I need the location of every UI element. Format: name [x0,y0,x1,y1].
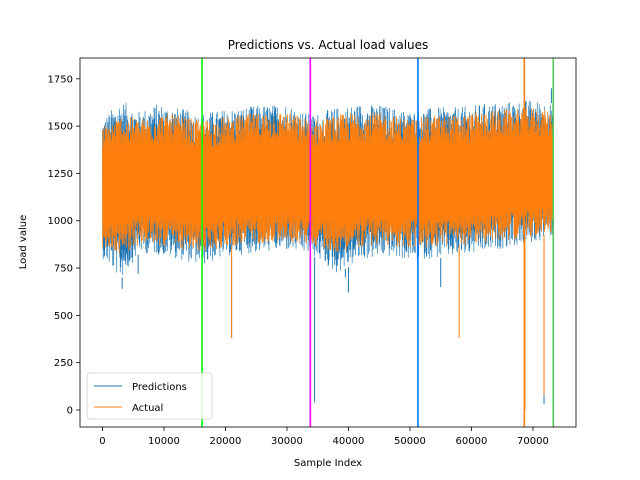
legend: Predictions Actual [86,372,213,420]
x-tick-label-2: 20000 [210,436,242,447]
y-tick-label-0: 0 [67,405,73,416]
x-axis-ticks: 0 10000 20000 30000 40000 50000 60000 70000 [99,427,549,447]
plot-area [102,58,555,427]
plot-frame [79,57,577,428]
vertical-lines [201,58,555,427]
series-layer [102,58,554,410]
y-tick-label-6: 1500 [48,122,73,133]
y-tick-label-4: 1000 [48,216,73,227]
series-line-actual [102,107,554,254]
x-tick-label-3: 30000 [271,436,303,447]
x-axis-label: Sample Index [294,458,362,469]
chart-title: Predictions vs. Actual load values [228,38,429,52]
x-tick-label-7: 70000 [517,436,549,447]
x-tick-label-6: 60000 [456,436,488,447]
y-tick-label-7: 1750 [48,74,73,85]
x-tick-label-0: 0 [99,436,105,447]
y-axis-ticks: 0 250 500 750 1000 1250 1500 1750 [48,74,80,416]
x-tick-label-4: 40000 [333,436,365,447]
x-tick-label-1: 10000 [148,436,180,447]
y-tick-label-5: 1250 [48,169,73,180]
legend-label-predictions: Predictions [132,382,187,393]
legend-label-actual: Actual [132,403,163,414]
y-tick-label-1: 250 [54,358,73,369]
y-axis-label: Load value [18,215,29,269]
y-tick-label-2: 500 [54,311,73,322]
y-tick-label-3: 750 [54,264,73,275]
x-tick-label-5: 50000 [394,436,426,447]
